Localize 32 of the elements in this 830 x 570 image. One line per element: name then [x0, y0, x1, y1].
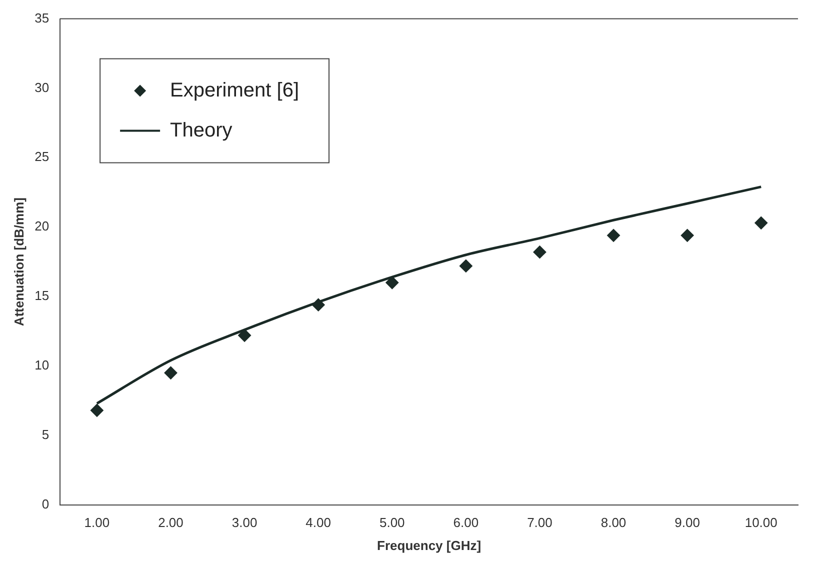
legend-label: Theory: [170, 119, 232, 142]
x-tick-label: 5.00: [379, 515, 405, 530]
point: [90, 404, 104, 417]
y-tick-label: 5: [42, 426, 50, 442]
point: [312, 298, 325, 312]
x-tick-label: 6.00: [453, 515, 479, 530]
point: [533, 246, 546, 259]
y-tick-label: 10: [34, 358, 50, 373]
legend-label: Experiment [6]: [170, 79, 300, 102]
x-tick-label: 3.00: [232, 515, 258, 530]
point: [607, 228, 620, 242]
x-tick-label: 7.00: [527, 515, 552, 530]
x-tick-label: 8.00: [600, 515, 626, 530]
x-axis-title: Frequency [GHz]: [377, 538, 482, 553]
point: [680, 228, 694, 242]
x-tick-label: 10.00: [744, 515, 778, 530]
x-tick-label: 4.00: [306, 515, 331, 530]
y-tick-label: 20: [34, 218, 50, 234]
x-tick-label: 2.00: [158, 515, 184, 530]
y-tick-label: 15: [34, 288, 50, 304]
point: [238, 328, 252, 342]
y-tick-label: 30: [34, 80, 50, 95]
point: [754, 216, 768, 230]
point: [386, 276, 399, 290]
y-tick-label: 25: [34, 149, 50, 164]
y-tick-label: 0: [42, 496, 50, 512]
x-tick-label: 1.00: [84, 515, 110, 530]
y-axis-title: Attenuation [dB/mm]: [11, 198, 26, 326]
point: [459, 259, 472, 272]
point: [164, 366, 178, 380]
x-tick-label: 9.00: [674, 515, 700, 530]
y-tick-label: 35: [34, 10, 50, 26]
